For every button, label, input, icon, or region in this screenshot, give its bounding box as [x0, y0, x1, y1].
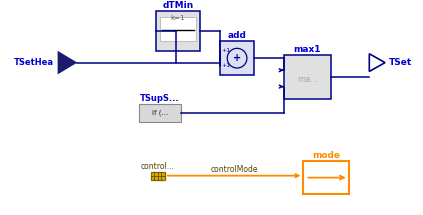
Text: TSetHea: TSetHea	[14, 58, 54, 67]
Text: if (...: if (...	[152, 109, 168, 116]
Text: TSupS...: TSupS...	[140, 94, 180, 103]
Bar	[303, 161, 349, 194]
Text: max1: max1	[294, 45, 321, 54]
Text: mode: mode	[312, 151, 340, 160]
Text: TSet: TSet	[389, 58, 412, 67]
Text: +: +	[233, 53, 241, 63]
Text: ma...: ma...	[297, 75, 318, 84]
Bar	[284, 55, 331, 99]
Text: add: add	[228, 31, 247, 40]
Text: +1: +1	[222, 63, 231, 68]
Text: control...: control...	[141, 162, 175, 171]
Text: dTMin: dTMin	[162, 2, 194, 11]
Text: k=1: k=1	[171, 15, 185, 22]
Bar	[220, 41, 254, 75]
Circle shape	[227, 48, 247, 68]
Bar	[139, 104, 181, 122]
Bar	[160, 17, 196, 41]
Text: controlMode: controlMode	[210, 165, 258, 174]
Text: +1: +1	[222, 48, 231, 53]
Bar	[151, 172, 165, 180]
Bar	[156, 11, 200, 51]
Polygon shape	[58, 51, 77, 74]
